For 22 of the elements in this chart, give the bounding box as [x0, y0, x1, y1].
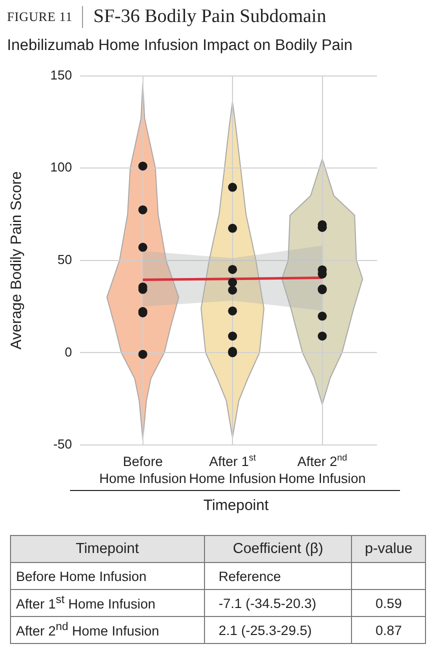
text: 2.1 (-25.3-29.5)	[204, 616, 352, 644]
y-tick-label: -50	[53, 436, 72, 452]
y-tick-label: 100	[50, 160, 72, 175]
chart-title: SF-36 Bodily Pain Subdomain	[93, 6, 326, 28]
text: 0.87	[352, 616, 426, 644]
text: p-value	[352, 536, 426, 562]
text: -7.1 (-34.5-20.3)	[204, 590, 352, 616]
chart-subtitle: Inebilizumab Home Infusion Impact on Bodily Pain	[6, 36, 354, 56]
category-label: After 1$^{st}$ Home Infusion	[16, 594, 156, 612]
category-label: After 2$^{nd}$ Home Infusion	[16, 621, 160, 639]
text: Timepoint	[10, 536, 204, 562]
y-axis-title: Average Bodily Pain Score	[8, 171, 26, 350]
y-tick-label: 150	[50, 67, 72, 82]
y-tick-label: 50	[58, 252, 72, 267]
category-label: Before Home Infusion	[16, 568, 147, 584]
y-tick-label: 0	[64, 344, 72, 360]
caption: FIGURE 11	[7, 9, 72, 25]
x-axis-title: Timepoint	[202, 497, 270, 516]
text: Coefficient (β)	[204, 536, 352, 562]
x-tick-label: Before Home Infusion	[99, 454, 186, 486]
text: 0.59	[352, 590, 426, 616]
text: Reference	[204, 562, 352, 590]
